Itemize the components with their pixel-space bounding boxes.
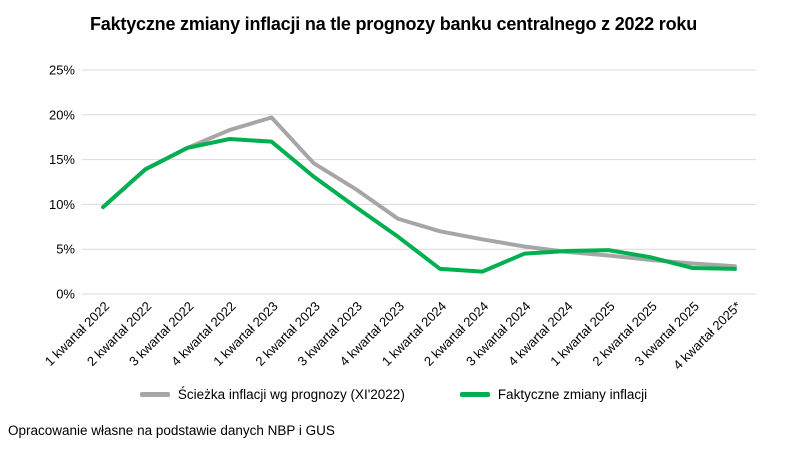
forecast-line bbox=[101, 115, 737, 269]
legend-item-actual: Faktyczne zmiany inflacji bbox=[459, 387, 648, 402]
chart-plot-area: 0% 5% 10% 15% 20% 25% 1 kwartał 2022 2 kwartał … bbox=[0, 55, 787, 385]
y-axis-tick-label: 0% bbox=[56, 287, 75, 302]
legend-label-forecast: Ścieżka inflacji wg prognozy (XI'2022) bbox=[177, 387, 405, 402]
actual-line bbox=[101, 136, 737, 274]
y-axis-tick-label: 15% bbox=[49, 152, 75, 167]
chart-title: Faktyczne zmiany inflacji na tle prognoz… bbox=[90, 14, 697, 34]
y-axis-tick-label: 20% bbox=[49, 107, 75, 122]
legend-item-forecast: Ścieżka inflacji wg prognozy (XI'2022) bbox=[139, 387, 405, 402]
forecast-line-marker bbox=[139, 392, 170, 397]
y-axis-tick-label: 5% bbox=[56, 242, 75, 257]
actual-line-marker bbox=[459, 392, 490, 397]
source-note: Opracowanie własne na podstawie danych N… bbox=[8, 423, 335, 438]
y-axis-tick-label: 10% bbox=[49, 197, 75, 212]
y-axis-tick-label: 25% bbox=[49, 63, 75, 78]
legend-label-actual: Faktyczne zmiany inflacji bbox=[497, 387, 648, 402]
chart-legend: Ścieżka inflacji wg prognozy (XI'2022) F… bbox=[0, 387, 787, 402]
